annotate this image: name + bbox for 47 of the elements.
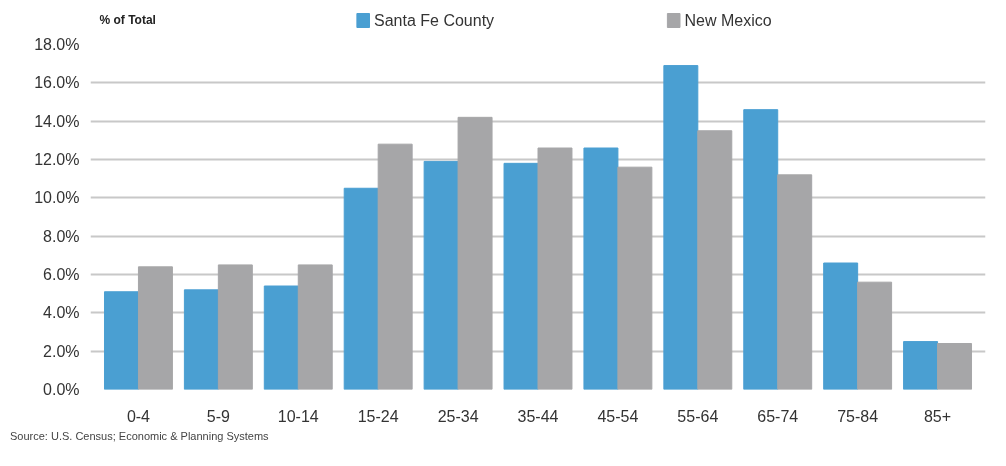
bar: [583, 147, 619, 390]
x-tick-label: 55-64: [677, 407, 719, 425]
bar: [217, 264, 253, 390]
y-tick-label: 6.0%: [43, 266, 80, 283]
bar: [457, 116, 493, 390]
y-tick-label: 8.0%: [43, 227, 80, 245]
x-tick-label: 15-24: [357, 407, 399, 425]
x-tick-label: 25-34: [437, 407, 479, 425]
x-tick-label: 45-54: [597, 407, 639, 425]
bar: [377, 143, 413, 390]
bar: [697, 130, 733, 390]
y-tick-label: 2.0%: [43, 342, 80, 360]
bar: [423, 160, 459, 390]
bar: [857, 281, 893, 390]
y-tick-label: 10.0%: [34, 189, 80, 207]
bar: [537, 147, 573, 390]
y-tick-label: 16.0%: [34, 74, 80, 92]
y-tick-label: 14.0%: [34, 112, 80, 130]
bar: [137, 266, 173, 390]
bar: [297, 264, 333, 390]
x-tick-label: 0-4: [126, 407, 151, 425]
x-tick-label: 35-44: [517, 407, 559, 425]
y-tick-label: 12.0%: [34, 151, 80, 168]
bar: [777, 174, 813, 390]
bar: [903, 341, 939, 390]
bar: [617, 166, 653, 390]
y-tick-label: 0.0%: [43, 381, 80, 398]
x-tick-label: 75-84: [837, 407, 879, 425]
source-note: Source: U.S. Census; Economic & Planning Systems: [10, 429, 269, 444]
x-tick-label: 10-14: [277, 407, 319, 425]
bar: [103, 291, 139, 390]
y-tick-label: 18.0%: [34, 36, 80, 53]
legend-label: New Mexico: [684, 11, 772, 29]
bar: [937, 343, 973, 390]
x-tick-label: 65-74: [757, 407, 799, 425]
legend-label: Santa Fe County: [374, 11, 495, 29]
bar: [183, 289, 219, 390]
bar: [663, 65, 699, 390]
x-tick-label: 5-9: [206, 407, 231, 425]
bar: [343, 187, 379, 390]
bar: [503, 162, 539, 390]
y-axis-title: % of Total: [99, 12, 156, 27]
bar: [263, 285, 299, 390]
y-tick-label: 4.0%: [43, 304, 80, 322]
bar: [823, 262, 859, 390]
bar: [743, 109, 779, 390]
x-tick-label: 85+: [923, 407, 952, 425]
